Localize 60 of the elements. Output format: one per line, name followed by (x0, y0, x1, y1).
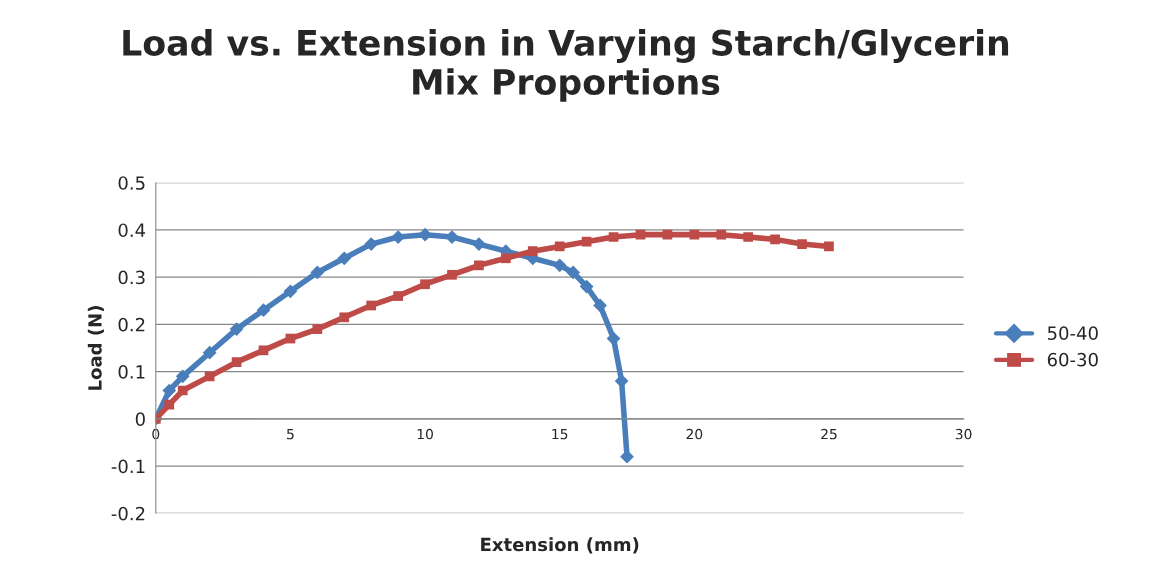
y-tick-label: 0.3 (118, 270, 145, 285)
point (229, 322, 244, 336)
point (312, 324, 323, 334)
point (527, 246, 538, 257)
point (418, 227, 432, 242)
y-tick-label: -0.2 (111, 506, 145, 521)
point (579, 279, 594, 294)
y-tick-label: 0.1 (118, 365, 145, 379)
point (162, 383, 177, 398)
point (608, 232, 619, 242)
point (824, 241, 834, 252)
point (310, 265, 325, 280)
point (283, 284, 298, 299)
point (593, 298, 607, 313)
point (743, 232, 754, 242)
x-tick-label: 25 (821, 428, 837, 440)
point (256, 303, 271, 318)
point (581, 236, 592, 247)
y-tick-label: 0.2 (118, 317, 145, 332)
point (472, 237, 486, 251)
point (770, 234, 780, 245)
point (164, 399, 175, 410)
x-tick-label: 10 (417, 428, 433, 440)
point (797, 239, 807, 249)
point (364, 237, 379, 251)
y-tick-label: 0 (135, 412, 145, 426)
y-tick-label: 0.5 (118, 176, 145, 190)
y-tick-label: -0.1 (111, 459, 145, 474)
point (447, 269, 457, 280)
legend-label: 60-30 (1047, 352, 1098, 367)
point (202, 345, 217, 360)
point (175, 369, 190, 384)
y-tick-label: 0.4 (118, 223, 146, 238)
point (614, 374, 629, 388)
point (635, 229, 646, 240)
x-tick-label: 0 (152, 428, 160, 440)
point (337, 251, 352, 266)
legend-label: 50-40 (1047, 326, 1098, 340)
x-tick-label: 20 (686, 428, 703, 440)
point (339, 312, 350, 323)
point (420, 279, 430, 290)
point (474, 260, 484, 271)
point (204, 371, 215, 382)
point (716, 229, 727, 240)
point (566, 265, 581, 280)
x-axis-title: Extension (mm) (481, 537, 639, 554)
point (177, 385, 188, 396)
point (662, 229, 673, 240)
point (689, 229, 700, 240)
x-tick-label: 15 (552, 428, 568, 440)
y-axis-title: Load (N) (87, 306, 104, 390)
chart-title: Load vs. Extension in Varying Starch/Glycerin Mix Proportions (123, 29, 1009, 102)
x-tick-label: 30 (955, 428, 972, 440)
x-tick-label: 5 (287, 428, 294, 440)
point (366, 300, 377, 311)
point (552, 258, 567, 273)
point (231, 357, 242, 368)
point (554, 241, 565, 252)
point (500, 253, 511, 264)
point (393, 291, 403, 301)
